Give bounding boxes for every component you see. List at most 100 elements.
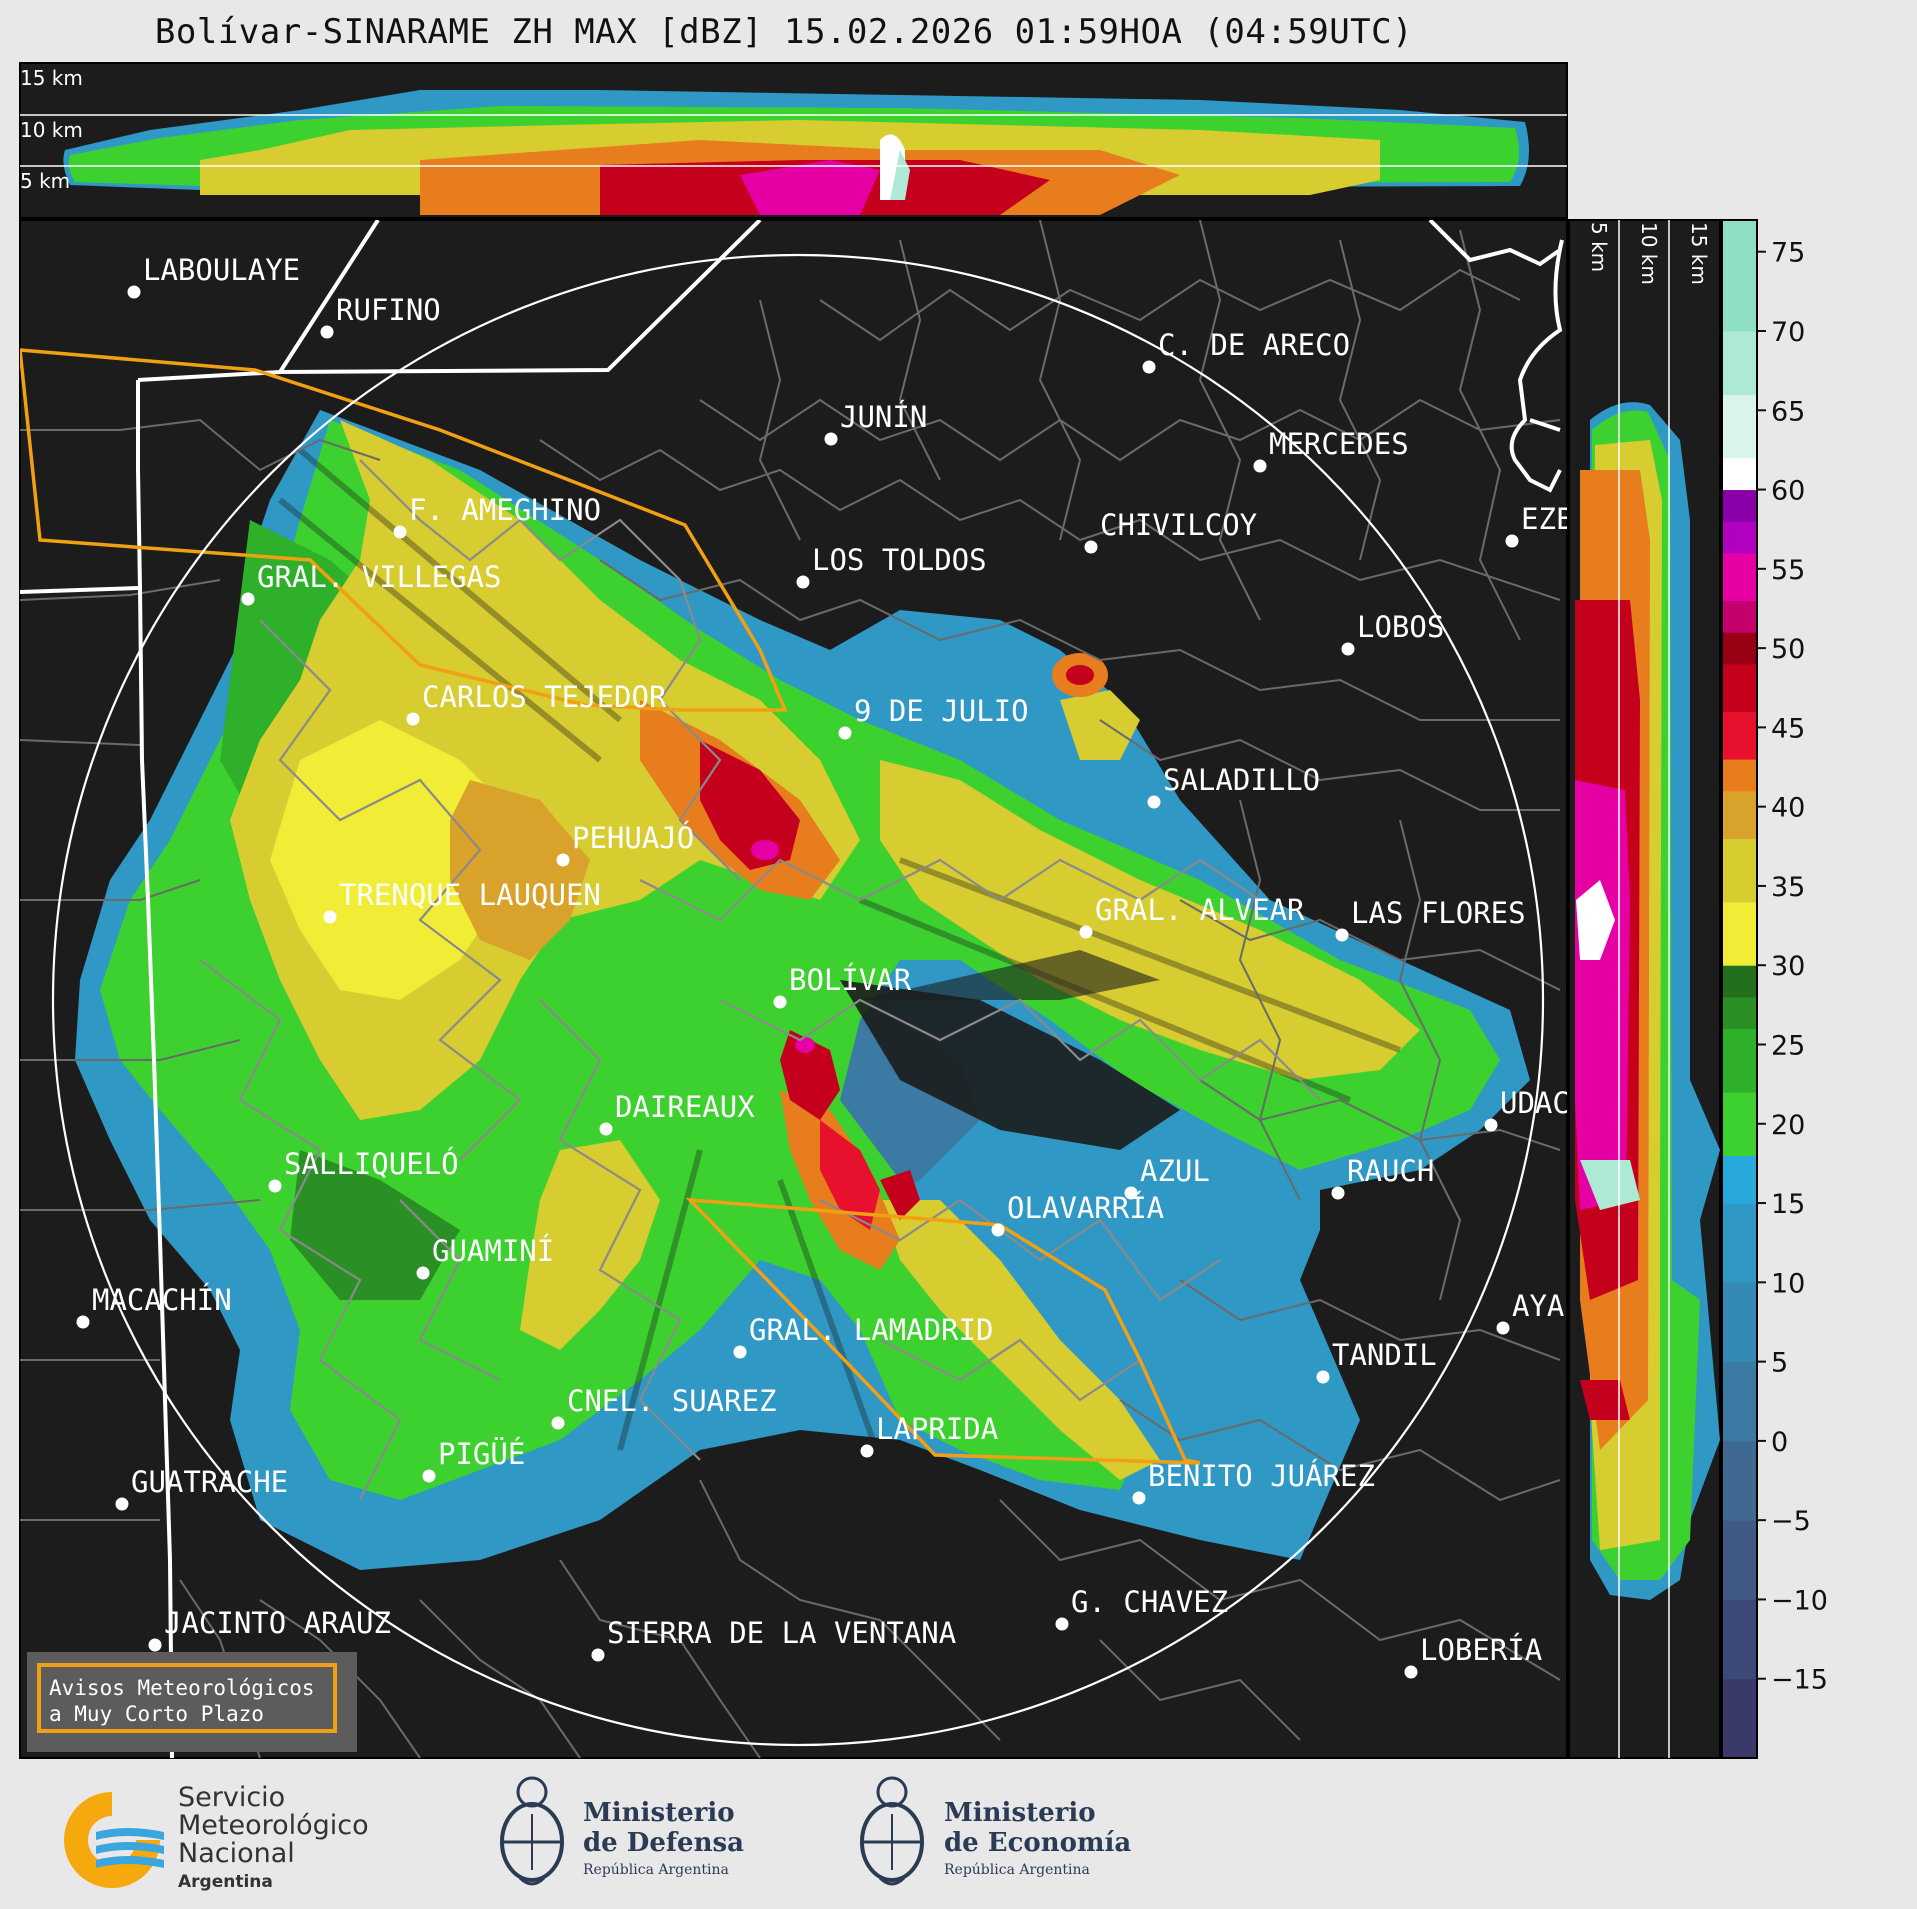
defensa-logo-line1: Ministerio <box>583 1798 735 1828</box>
city-marker <box>1316 1370 1330 1384</box>
city-label: LAS FLORES <box>1351 896 1526 930</box>
colorbar-band <box>1722 711 1757 760</box>
colorbar-band <box>1722 965 1757 998</box>
top-cross-section-panel: 15 km 10 km 5 km <box>19 62 1568 219</box>
city-marker <box>1147 795 1161 809</box>
city-label: JUNÍN <box>840 400 927 434</box>
defensa-logo-line3: República Argentina <box>583 1862 729 1878</box>
city-marker <box>556 853 570 867</box>
city-label: RAUCH <box>1347 1154 1434 1188</box>
colorbar-band <box>1722 552 1757 602</box>
city-marker <box>416 1266 430 1280</box>
smn-logo-icon <box>64 1792 164 1888</box>
city-label: GRAL. ALVEAR <box>1095 893 1305 927</box>
city-marker <box>422 1469 436 1483</box>
colorbar-band <box>1722 663 1757 713</box>
warning-legend-line1: Avisos Meteorológicos <box>49 1676 315 1700</box>
colorbar-tick-label: 75 <box>1771 238 1805 269</box>
warning-legend: Avisos Meteorológicos a Muy Corto Plazo <box>27 1652 357 1752</box>
defensa-shield-icon <box>500 1776 564 1886</box>
city-marker <box>1079 925 1093 939</box>
side-km-label-5: 5 km <box>1587 222 1611 272</box>
city-label: BENITO JUÁREZ <box>1148 1459 1375 1493</box>
colorbar-band <box>1722 1678 1757 1759</box>
city-label: G. CHAVEZ <box>1071 1585 1228 1619</box>
colorbar-band <box>1722 600 1757 633</box>
colorbar-band <box>1722 1282 1757 1363</box>
top-cross-section-echoes <box>20 90 1567 215</box>
warning-legend-frame: Avisos Meteorológicos a Muy Corto Plazo <box>37 1663 337 1733</box>
city-marker <box>115 1497 129 1511</box>
city-marker <box>1253 459 1267 473</box>
economia-shield-icon <box>860 1776 924 1886</box>
footer-logos: Servicio Meteorológico Nacional Argentin… <box>0 1760 1917 1909</box>
city-label: DAIREAUX <box>615 1090 755 1124</box>
city-label: GUAMINÍ <box>432 1234 554 1268</box>
city-label: MERCEDES <box>1269 427 1409 461</box>
city-marker <box>773 995 787 1009</box>
top-km-label-5: 5 km <box>20 169 70 193</box>
range-ring <box>51 253 1545 1747</box>
provincial-boundary <box>20 220 1564 1758</box>
city-marker <box>241 592 255 606</box>
city-label: LOS TOLDOS <box>812 543 987 577</box>
colorbar-band <box>1722 457 1757 491</box>
colorbar-band <box>1722 220 1757 332</box>
city-marker <box>406 712 420 726</box>
colorbar-band <box>1722 521 1757 554</box>
colorbar-band <box>1722 1203 1757 1283</box>
side-cross-section-echoes <box>1575 220 1720 1758</box>
colorbar-band <box>1722 1599 1757 1680</box>
city-label: EZE <box>1521 502 1573 536</box>
colorbar-tick-label: 60 <box>1771 476 1805 507</box>
colorbar-band <box>1722 394 1757 459</box>
city-label: MACACHÍN <box>92 1283 232 1317</box>
colorbar-tick-label: 5 <box>1771 1348 1788 1379</box>
city-marker <box>551 1416 565 1430</box>
side-km-label-10: 10 km <box>1637 222 1661 285</box>
colorbar-tick-label: −10 <box>1771 1585 1828 1616</box>
city-marker <box>1132 1491 1146 1505</box>
colorbar-band <box>1722 489 1757 522</box>
colorbar-band <box>1722 632 1757 665</box>
colorbar-band <box>1722 1361 1757 1442</box>
city-marker <box>76 1315 90 1329</box>
colorbar-tick-label: 20 <box>1771 1110 1805 1141</box>
city-marker <box>838 726 852 740</box>
city-label: LAPRIDA <box>876 1412 998 1446</box>
city-marker <box>148 1638 162 1652</box>
city-label: JACINTO ARAUZ <box>164 1606 391 1640</box>
city-marker <box>824 432 838 446</box>
city-label: CARLOS TEJEDOR <box>422 680 667 714</box>
city-marker <box>599 1122 613 1136</box>
smn-logo-line3: Nacional <box>178 1838 295 1869</box>
city-marker <box>1505 534 1519 548</box>
smn-logo-line2: Meteorológico <box>178 1810 369 1841</box>
city-label: GUATRACHE <box>131 1465 288 1499</box>
city-label: SALLIQUELÓ <box>284 1147 459 1181</box>
city-marker <box>320 325 334 339</box>
colorbar-tick-label: −15 <box>1771 1665 1828 1696</box>
city-marker <box>991 1223 1005 1237</box>
city-label: F. AMEGHINO <box>409 493 601 527</box>
colorbar-tick-label: 30 <box>1771 951 1805 982</box>
smn-logo-line1: Servicio <box>178 1782 286 1813</box>
city-label: CNEL. SUAREZ <box>567 1384 777 1418</box>
city-label: CHIVILCOY <box>1100 508 1257 542</box>
colorbar-tick-label: 45 <box>1771 713 1805 744</box>
top-km-label-10: 10 km <box>20 118 83 142</box>
city-label: TRENQUE LAUQUEN <box>339 878 601 912</box>
city-label: SALADILLO <box>1163 763 1320 797</box>
city-marker <box>733 1345 747 1359</box>
city-marker <box>1404 1665 1418 1679</box>
city-marker <box>796 575 810 589</box>
city-marker <box>323 910 337 924</box>
smn-logo-line4: Argentina <box>178 1872 273 1892</box>
colorbar-tick-label: 65 <box>1771 396 1805 427</box>
city-label: BOLÍVAR <box>789 963 912 997</box>
economia-logo-line1: Ministerio <box>944 1798 1096 1828</box>
city-label: AZUL <box>1140 1154 1210 1188</box>
colorbar-tick-label: 70 <box>1771 317 1805 348</box>
